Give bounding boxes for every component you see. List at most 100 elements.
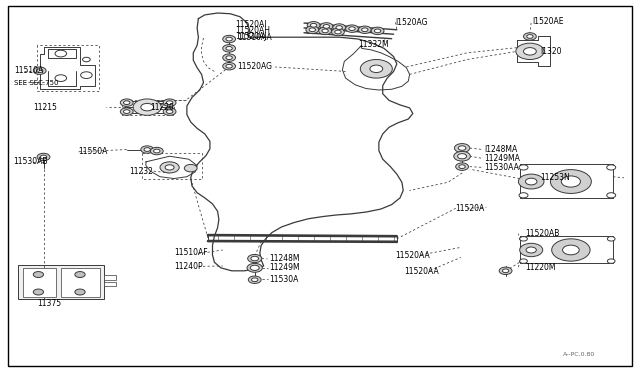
Circle shape [55,50,67,57]
Circle shape [458,154,467,159]
Text: 11520AA: 11520AA [396,251,430,260]
Text: 11550A: 11550A [78,147,108,156]
Circle shape [520,243,543,257]
Bar [104,275,116,280]
Text: SEE SEC.750: SEE SEC.750 [14,80,59,86]
Circle shape [33,67,46,74]
Circle shape [133,99,161,115]
Circle shape [141,103,154,111]
Circle shape [454,144,470,153]
Circle shape [516,43,544,60]
Text: 11510AF: 11510AF [174,248,208,257]
Circle shape [320,23,333,30]
Circle shape [374,29,381,33]
Circle shape [184,164,197,172]
Text: 11520AJ: 11520AJ [236,32,267,41]
Circle shape [362,28,368,32]
Circle shape [223,62,236,70]
Circle shape [166,101,173,105]
Circle shape [607,259,615,263]
Text: 11375: 11375 [37,299,61,308]
Text: 11232: 11232 [129,167,153,176]
Circle shape [527,35,533,38]
Circle shape [250,265,259,270]
Text: A--PC.0.80: A--PC.0.80 [563,352,595,357]
Text: 11220: 11220 [150,103,174,112]
Circle shape [520,237,527,241]
Circle shape [502,269,509,273]
Text: 11240P: 11240P [174,262,203,271]
Text: 11249M: 11249M [269,263,300,272]
Circle shape [33,289,44,295]
Circle shape [524,33,536,40]
Circle shape [306,26,319,33]
Circle shape [322,29,328,33]
Circle shape [454,151,470,161]
Circle shape [251,256,259,261]
Circle shape [223,45,236,52]
Circle shape [226,56,232,60]
Text: 11510A: 11510A [14,66,44,75]
Text: 11520A: 11520A [456,204,485,213]
Circle shape [75,289,85,295]
Circle shape [550,170,591,193]
Circle shape [55,75,67,81]
Text: 11248M: 11248M [269,254,300,263]
Text: 11520AH: 11520AH [236,26,271,35]
Circle shape [519,193,528,198]
Circle shape [310,23,317,27]
Circle shape [458,146,466,150]
Circle shape [336,26,342,29]
Circle shape [37,153,50,161]
Circle shape [333,24,346,31]
Text: l1248MA: l1248MA [484,145,518,154]
Circle shape [563,245,579,255]
Text: l1520AG: l1520AG [396,18,428,27]
Text: 11530AB: 11530AB [13,157,47,166]
Circle shape [248,276,261,283]
Circle shape [309,28,316,32]
Bar [18,265,104,299]
Text: 11520AA: 11520AA [404,267,439,276]
Circle shape [83,57,90,62]
Circle shape [120,108,133,115]
Circle shape [459,165,465,169]
Circle shape [519,165,528,170]
Circle shape [358,26,371,33]
Circle shape [323,25,330,28]
Circle shape [607,193,616,198]
Circle shape [499,267,512,275]
Circle shape [247,263,262,272]
Circle shape [526,247,536,253]
Circle shape [154,149,160,153]
Circle shape [163,99,176,106]
Circle shape [524,48,536,55]
Circle shape [223,35,236,43]
Circle shape [552,239,590,261]
Circle shape [33,272,44,278]
Circle shape [36,69,43,73]
Circle shape [144,148,150,151]
Circle shape [150,147,163,155]
Circle shape [40,155,47,159]
Circle shape [124,101,130,105]
Circle shape [163,108,176,115]
Circle shape [332,28,344,36]
Text: 11249MA: 11249MA [484,154,520,163]
Circle shape [360,60,392,78]
Circle shape [307,22,320,29]
Circle shape [525,178,537,185]
Bar [104,282,116,286]
Circle shape [165,165,174,170]
Circle shape [319,27,332,35]
Circle shape [346,25,358,32]
Circle shape [141,146,154,153]
Circle shape [226,46,232,50]
Circle shape [160,162,179,173]
Circle shape [81,72,92,78]
Text: 11510AA: 11510AA [237,33,271,42]
Circle shape [223,54,236,61]
Text: 11520AB: 11520AB [525,229,559,238]
Text: 11520AI: 11520AI [236,20,267,29]
Circle shape [607,237,615,241]
